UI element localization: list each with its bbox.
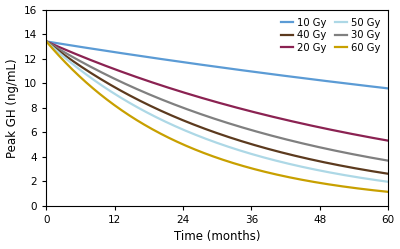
20 Gy	[247, 110, 252, 113]
10 Gy	[44, 40, 49, 43]
Line: 30 Gy: 30 Gy	[46, 41, 388, 161]
30 Gy	[44, 40, 49, 43]
50 Gy	[377, 179, 382, 182]
50 Gy	[324, 170, 329, 173]
20 Gy	[324, 127, 329, 130]
Y-axis label: Peak GH (ng/mL): Peak GH (ng/mL)	[6, 58, 18, 158]
40 Gy	[386, 172, 390, 175]
40 Gy	[377, 171, 382, 174]
60 Gy	[206, 153, 211, 156]
40 Gy	[44, 40, 49, 43]
60 Gy	[208, 154, 213, 157]
50 Gy	[229, 146, 234, 149]
Legend: 10 Gy, 40 Gy, 20 Gy, 50 Gy, 30 Gy, 60 Gy: 10 Gy, 40 Gy, 20 Gy, 50 Gy, 30 Gy, 60 Gy	[278, 14, 383, 56]
60 Gy	[386, 190, 390, 193]
10 Gy	[206, 64, 211, 67]
20 Gy	[44, 40, 49, 43]
30 Gy	[386, 159, 390, 162]
30 Gy	[324, 147, 329, 150]
10 Gy	[324, 79, 329, 82]
30 Gy	[208, 116, 213, 119]
40 Gy	[206, 129, 211, 132]
40 Gy	[229, 136, 234, 139]
20 Gy	[377, 138, 382, 141]
30 Gy	[247, 128, 252, 131]
40 Gy	[324, 161, 329, 164]
Line: 50 Gy: 50 Gy	[46, 41, 388, 182]
10 Gy	[229, 67, 234, 70]
Line: 20 Gy: 20 Gy	[46, 41, 388, 141]
30 Gy	[377, 158, 382, 161]
10 Gy	[247, 70, 252, 73]
60 Gy	[44, 40, 49, 43]
X-axis label: Time (months): Time (months)	[174, 230, 260, 244]
60 Gy	[377, 189, 382, 192]
10 Gy	[386, 87, 390, 90]
10 Gy	[377, 86, 382, 89]
50 Gy	[208, 139, 213, 142]
30 Gy	[229, 123, 234, 125]
60 Gy	[229, 161, 234, 164]
60 Gy	[247, 166, 252, 169]
40 Gy	[247, 142, 252, 145]
30 Gy	[206, 115, 211, 118]
Line: 60 Gy: 60 Gy	[46, 41, 388, 192]
60 Gy	[324, 183, 329, 186]
50 Gy	[206, 138, 211, 141]
Line: 40 Gy: 40 Gy	[46, 41, 388, 174]
10 Gy	[208, 64, 213, 67]
50 Gy	[44, 40, 49, 43]
20 Gy	[386, 139, 390, 142]
Line: 10 Gy: 10 Gy	[46, 41, 388, 88]
20 Gy	[206, 98, 211, 101]
40 Gy	[208, 129, 213, 132]
50 Gy	[386, 180, 390, 183]
20 Gy	[208, 99, 213, 102]
50 Gy	[247, 152, 252, 155]
20 Gy	[229, 105, 234, 108]
